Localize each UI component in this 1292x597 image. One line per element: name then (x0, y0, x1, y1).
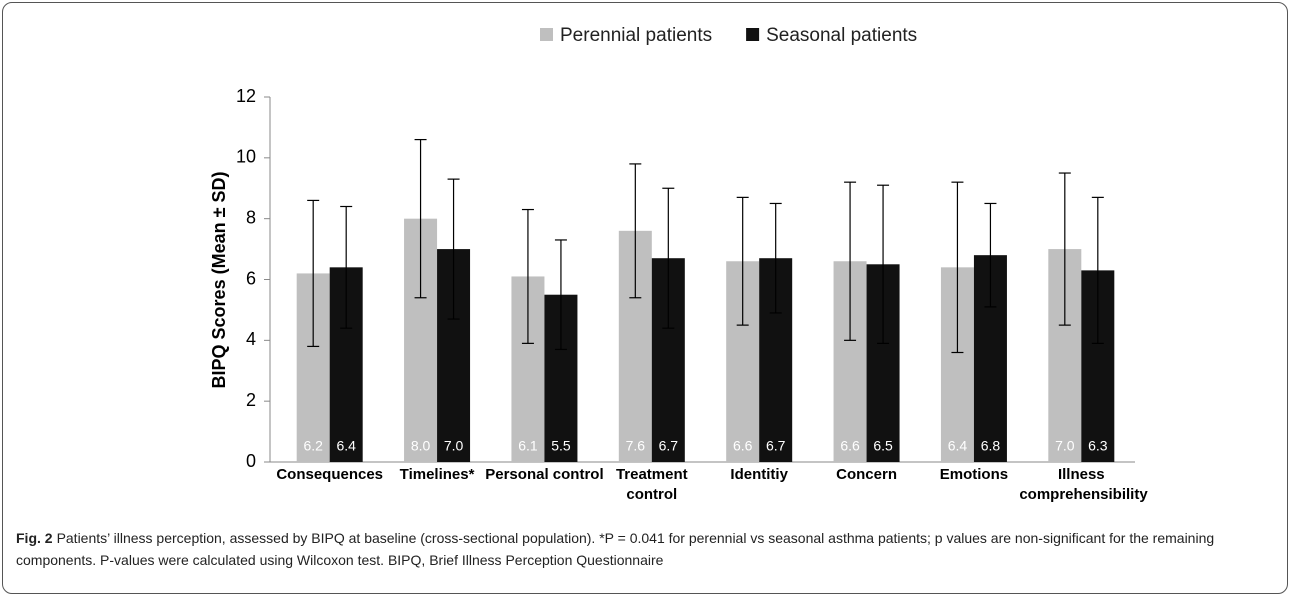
x-tick-label: Illness comprehensibility (1019, 466, 1148, 503)
x-tick-label: Personal control (485, 466, 604, 483)
caption: Fig. 2 Patients’ illness perception, asse… (16, 527, 1266, 571)
value-label: 6.2 (303, 438, 323, 454)
value-label: 7.0 (444, 438, 464, 454)
value-label: 6.5 (873, 438, 893, 454)
value-label: 7.0 (1055, 438, 1075, 454)
caption-text: Patients’ illness perception, assessed b… (16, 530, 1215, 568)
x-tick-label: Treatment control (615, 466, 688, 503)
legend-swatch (746, 28, 760, 41)
value-label: 6.3 (1088, 438, 1108, 454)
value-label: 8.0 (411, 438, 431, 454)
y-tick-label: 4 (246, 329, 256, 349)
y-tick-label: 6 (246, 268, 256, 288)
y-tick-label: 2 (246, 390, 256, 410)
y-axis-label: BIPQ Scores (Mean ± SD) (209, 172, 229, 389)
y-tick-label: 8 (246, 207, 256, 227)
value-label: 6.6 (840, 438, 860, 454)
caption-label: Fig. 2 (16, 530, 53, 546)
value-label: 6.8 (981, 438, 1001, 454)
y-tick-label: 12 (236, 86, 256, 106)
value-label: 6.1 (518, 438, 538, 454)
value-label: 6.7 (766, 438, 786, 454)
x-tick-label: Timelines* (399, 466, 475, 483)
value-label: 6.4 (948, 438, 968, 454)
value-label: 6.4 (336, 438, 356, 454)
value-label: 5.5 (551, 438, 571, 454)
value-label: 7.6 (626, 438, 646, 454)
value-label: 6.7 (659, 438, 679, 454)
legend-swatch (540, 28, 553, 41)
x-tick-label: Concern (836, 466, 897, 483)
y-tick-label: 10 (236, 147, 256, 167)
x-tick-label: Identitiy (730, 466, 788, 483)
legend-label: Perennial patients (560, 25, 712, 46)
y-tick-label: 0 (246, 451, 256, 471)
x-tick-label: Consequences (276, 466, 384, 483)
legend-label: Seasonal patients (766, 25, 917, 46)
x-tick-label: Emotions (939, 466, 1009, 483)
value-label: 6.6 (733, 438, 753, 454)
